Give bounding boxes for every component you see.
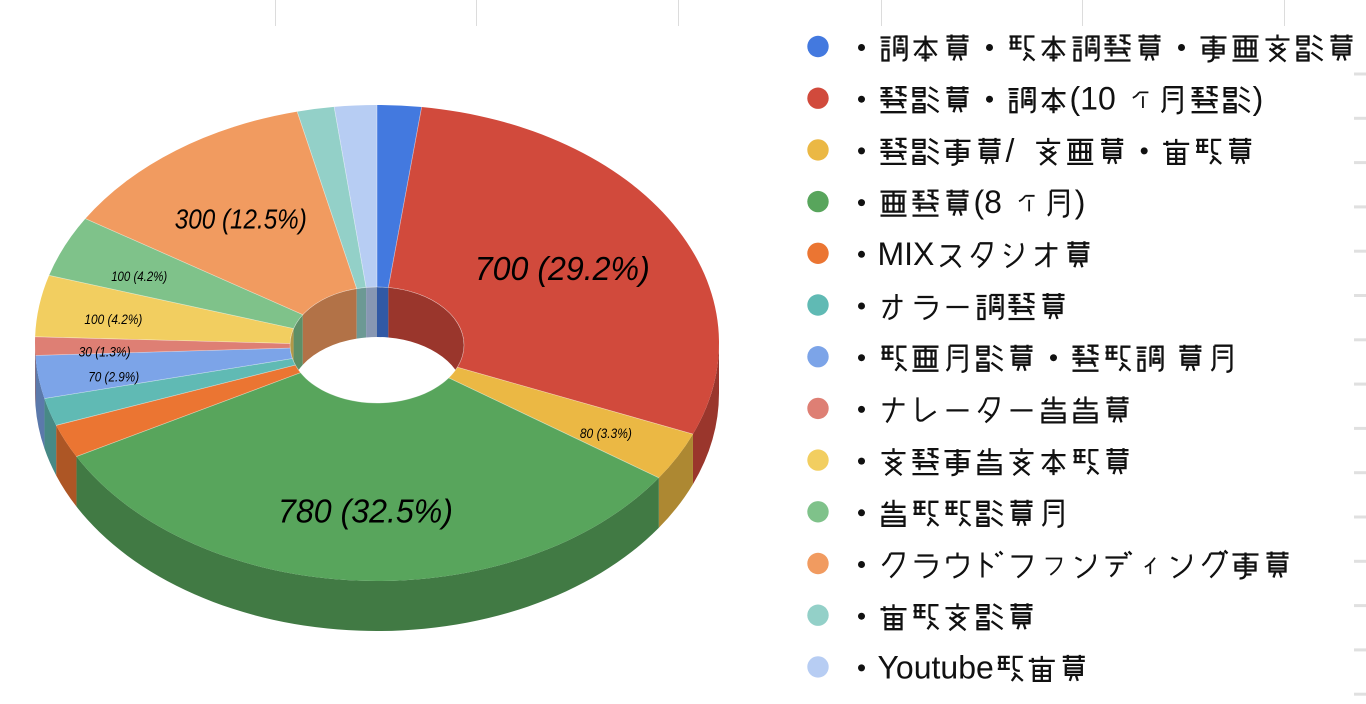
svg-text:(10: (10 <box>1070 81 1116 117</box>
svg-text:MIX: MIX <box>878 236 935 272</box>
svg-text:80 (3.3%): 80 (3.3%) <box>580 426 632 441</box>
svg-text:/: / <box>1006 132 1015 168</box>
svg-text:(8: (8 <box>974 184 1002 220</box>
svg-text:30 (1.3%): 30 (1.3%) <box>79 345 131 360</box>
svg-text:100 (4.2%): 100 (4.2%) <box>111 269 167 284</box>
svg-text:700 (29.2%): 700 (29.2%) <box>475 250 650 287</box>
svg-text:70 (2.9%): 70 (2.9%) <box>88 370 139 385</box>
svg-text:): ) <box>1075 184 1086 220</box>
svg-text:): ) <box>1253 81 1264 117</box>
svg-text:100 (4.2%): 100 (4.2%) <box>84 312 142 327</box>
svg-text:Youtube: Youtube <box>878 649 994 685</box>
svg-text:300 (12.5%): 300 (12.5%) <box>175 204 307 235</box>
svg-text:780 (32.5%): 780 (32.5%) <box>278 493 453 530</box>
